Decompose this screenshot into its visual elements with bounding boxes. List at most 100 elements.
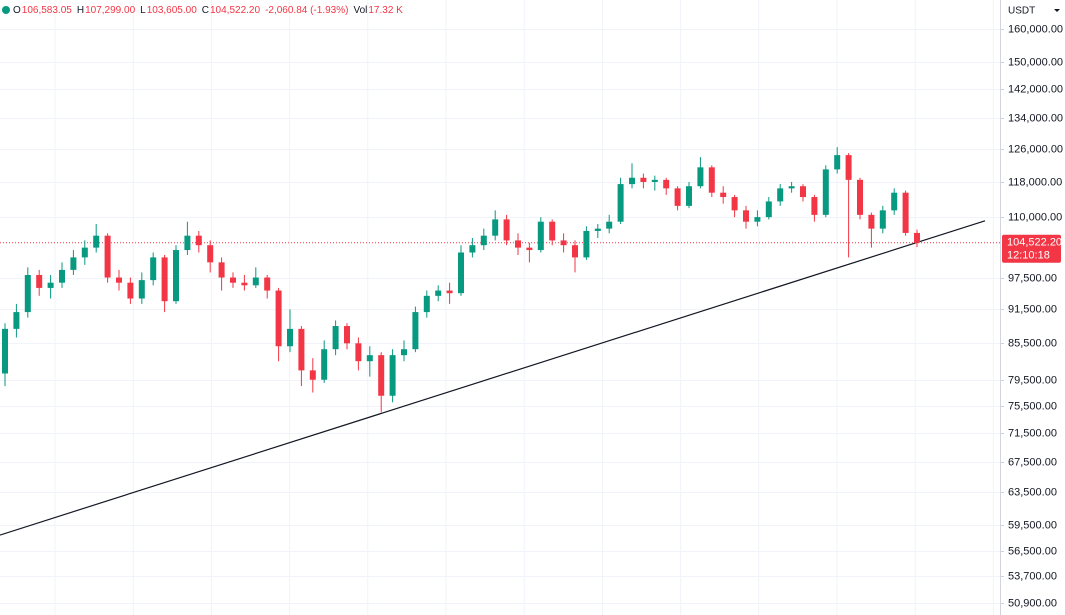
volume-key: Vol [353,5,367,16]
last-price-label: 104,522.20 [1007,237,1062,249]
candle-body [287,328,293,347]
candle-body [549,221,556,241]
candle-body [241,282,248,286]
y-tick-label: 160,000.00 [1008,23,1063,35]
candle-body [458,252,464,294]
ohlc-value: 106,583.05 [22,5,72,16]
candle-body [389,355,396,396]
candle-body [651,179,658,182]
y-tick-label: 126,000.00 [1008,143,1063,155]
candle-body [195,235,202,246]
candle-body [423,295,430,313]
candle-body [435,290,442,296]
candle-body [583,230,590,258]
candle-body [629,177,635,185]
candle-body [298,328,305,371]
y-tick-label: 97,500.00 [1008,272,1057,284]
candle-body [777,188,784,202]
candle-body [321,349,328,380]
y-tick-label: 91,500.00 [1008,303,1057,315]
candle-body [184,235,191,251]
candle-body [503,219,510,241]
ohlc-key: H [77,5,84,16]
candle-body [412,312,419,350]
ohlc-key: L [140,5,146,16]
ohlc-key: O [13,5,21,16]
candle-body [902,192,909,233]
candle-body [13,312,20,329]
y-tick-label: 134,000.00 [1008,112,1063,124]
candle-body [822,169,829,215]
candle-body [754,217,761,222]
trendline [0,220,986,536]
candle-body [731,197,738,211]
candle-body [104,235,111,278]
candle-body [207,245,214,263]
candle-body [674,188,681,206]
candle-body [811,197,818,215]
candle-body [378,355,385,396]
y-tick-label: 59,500.00 [1008,519,1057,531]
candle-body [617,184,624,222]
ohlc-value: 107,299.00 [85,5,135,16]
candle-body [2,328,8,374]
y-tick-label: 150,000.00 [1008,56,1063,68]
candle-body [344,326,350,344]
candle-body [24,274,31,313]
countdown: 12:10:18 [1007,250,1050,262]
candle-body [606,221,613,229]
candle-body [857,179,863,215]
candle-body [401,349,407,356]
y-tick-label: 75,500.00 [1008,400,1057,412]
candle-body [788,186,795,189]
currency: USDT [1008,6,1035,17]
y-tick-label: 50,900.00 [1008,597,1057,609]
y-tick-label: 85,500.00 [1008,337,1057,349]
y-tick-label: 63,500.00 [1008,486,1057,498]
candle-body [446,290,453,294]
ohlc-value: 103,605.00 [147,5,197,16]
candle-body [800,186,806,198]
candle-body [743,210,749,222]
candle-body [127,282,134,299]
y-tick-label: 53,700.00 [1008,570,1057,582]
candle-body [161,257,168,302]
candle-body [366,355,373,362]
candle-body [914,232,920,243]
ohlc-value: 104,522.20 [210,5,260,16]
candle-body [264,277,271,291]
candle-body [218,262,225,278]
candle-body [480,235,487,246]
candle-body [663,179,670,189]
candle-body [81,247,88,258]
y-tick-label: 110,000.00 [1008,211,1062,223]
ohlc-legend: O106,583.05 H107,299.00 L103,605.00 C104,52… [13,5,403,16]
candle-body [537,221,544,251]
y-tick-label: 142,000.00 [1008,83,1063,95]
candle-body [572,245,578,258]
candle-body [640,177,647,182]
currency-dropdown[interactable] [1054,9,1060,12]
candle-body [47,282,54,288]
candle-body [355,343,362,362]
candle-body [173,250,179,302]
candle-body [492,219,499,236]
candle-body [150,257,157,281]
candle-body [252,277,259,286]
change: -2,060.84 (-1.93%) [265,5,348,16]
candle-body [515,240,521,248]
candle-body [36,274,43,288]
candle-body [469,245,476,253]
candle-body [708,167,715,193]
candle-body [59,269,65,283]
candle-body [697,167,704,187]
vertical-grid [54,0,994,615]
candle-body [93,235,100,248]
candle-body [834,155,841,170]
candle-body [138,280,145,299]
candle-body [594,228,601,231]
candle-body [879,210,886,229]
